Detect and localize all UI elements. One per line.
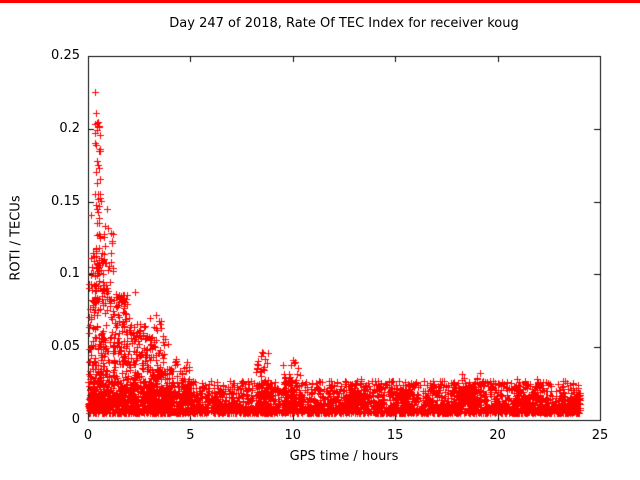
y-tick-label: 0.05 bbox=[51, 339, 80, 355]
y-tick-label: 0.15 bbox=[51, 193, 80, 209]
y-tick-label: 0 bbox=[71, 412, 80, 427]
y-axis-label-text: ROTI / TECUs bbox=[8, 195, 24, 281]
x-tick-label: 25 bbox=[591, 428, 609, 443]
x-axis-label: GPS time / hours bbox=[289, 449, 399, 464]
y-tick-label: 0.1 bbox=[59, 266, 80, 282]
y-tick-label: 0.2 bbox=[59, 120, 80, 136]
x-tick-label: 20 bbox=[489, 428, 506, 443]
y-tick-label: 0.25 bbox=[51, 48, 80, 63]
x-tick-label: 15 bbox=[386, 428, 404, 443]
chart-title: Day 247 of 2018, Rate Of TEC Index for r… bbox=[169, 16, 519, 31]
x-tick-label: 5 bbox=[186, 428, 195, 443]
x-tick-label: 10 bbox=[284, 428, 302, 443]
x-tick-label: 0 bbox=[83, 428, 93, 443]
